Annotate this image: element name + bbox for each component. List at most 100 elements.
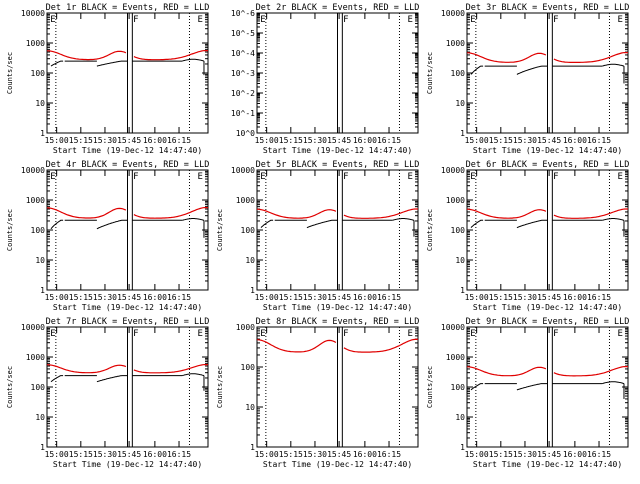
- x-tick-label: 15:45: [537, 450, 561, 459]
- x-axis-label: Start Time (19-Dec-12 14:47:40): [263, 303, 412, 312]
- series-lld-line: [46, 364, 208, 374]
- y-tick-label: 10^-3: [231, 69, 255, 78]
- event-marker-e: E: [50, 329, 55, 339]
- panel-title: Det 9r BLACK = Events, RED = LLD: [466, 317, 630, 327]
- y-tick-label: 1000: [446, 353, 465, 362]
- y-tick-label: 10000: [231, 166, 255, 175]
- y-tick-label: 10: [245, 403, 255, 412]
- x-tick-label: 15:00: [255, 450, 279, 459]
- event-marker-e: E: [408, 329, 413, 339]
- event-marker-e: E: [618, 15, 623, 25]
- series-events-line: [470, 219, 484, 228]
- y-axis-label: Counts/sec: [6, 209, 14, 251]
- x-tick-label: 16:15: [167, 136, 191, 145]
- y-tick-label: 1: [250, 443, 255, 452]
- series-events-line: [182, 218, 205, 221]
- event-marker-e: E: [260, 15, 265, 25]
- x-tick-label: 15:00: [465, 450, 489, 459]
- x-tick-label: 16:15: [587, 293, 611, 302]
- x-tick-label: 15:00: [45, 450, 69, 459]
- x-tick-label: 15:15: [489, 450, 513, 459]
- y-tick-label: 1: [40, 443, 45, 452]
- event-marker-f: F: [133, 329, 138, 339]
- series-lld-line: [256, 338, 418, 353]
- panel-det-2: Det 2r BLACK = Events, RED = LLD 10^0 10^-…: [231, 3, 419, 155]
- series-lld-line: [47, 50, 208, 61]
- y-tick-label: 100: [451, 69, 466, 78]
- series-events-line: [50, 219, 64, 230]
- series-events-line: [306, 219, 338, 229]
- y-axis-label: Counts/sec: [6, 52, 14, 94]
- y-tick-label: 1000: [236, 323, 255, 332]
- event-marker-e: E: [618, 329, 623, 339]
- panel-title: Det 4r BLACK = Events, RED = LLD: [46, 160, 210, 170]
- event-marker-e: E: [260, 329, 265, 339]
- y-tick-label: 10000: [21, 9, 45, 18]
- x-tick-label: 15:30: [93, 136, 117, 145]
- panel-det-1: Det 1r BLACK = Events, RED = LLD 1 10 100 10…: [6, 3, 209, 155]
- y-tick-label: 1000: [26, 39, 45, 48]
- series-events-line: [516, 383, 548, 391]
- series-events-line: [470, 65, 484, 75]
- x-tick-label: 15:30: [303, 450, 327, 459]
- series-lld-line: [256, 208, 418, 219]
- y-tick-label: 10^-6: [231, 9, 255, 18]
- x-tick-label: 16:00: [353, 136, 377, 145]
- series-events-line: [602, 218, 625, 221]
- event-marker-e: E: [408, 172, 413, 182]
- x-tick-label: 15:45: [327, 136, 351, 145]
- x-tick-label: 15:30: [303, 293, 327, 302]
- y-tick-label: 10000: [441, 9, 465, 18]
- x-tick-label: 15:15: [279, 136, 303, 145]
- x-tick-label: 15:45: [537, 293, 561, 302]
- x-axis-label: Start Time (19-Dec-12 14:47:40): [473, 460, 622, 469]
- panel-title: Det 8r BLACK = Events, RED = LLD: [256, 317, 420, 327]
- panel-det-5: Det 5r BLACK = Events, RED = LLD 1 10 100 10…: [216, 160, 419, 312]
- x-tick-label: 15:00: [45, 136, 69, 145]
- y-tick-label: 10: [35, 413, 45, 422]
- event-marker-e: E: [470, 172, 475, 182]
- y-axis-label: Counts/sec: [426, 209, 434, 251]
- series-events-line: [50, 60, 64, 67]
- y-tick-label: 10: [245, 256, 255, 265]
- x-tick-label: 16:00: [353, 293, 377, 302]
- event-marker-e: E: [198, 172, 203, 182]
- x-tick-label: 16:00: [563, 136, 587, 145]
- event-marker-e: E: [470, 15, 475, 25]
- event-marker-e: E: [408, 15, 413, 25]
- y-tick-label: 10000: [441, 166, 465, 175]
- y-tick-label: 100: [31, 383, 46, 392]
- y-tick-label: 100: [241, 226, 256, 235]
- y-axis-label: Counts/sec: [216, 209, 224, 251]
- event-marker-e: E: [198, 15, 203, 25]
- y-tick-label: 1000: [26, 353, 45, 362]
- x-axis-label: Start Time (19-Dec-12 14:47:40): [53, 303, 202, 312]
- x-tick-label: 15:00: [255, 293, 279, 302]
- x-tick-label: 16:00: [143, 293, 167, 302]
- y-tick-label: 1000: [236, 196, 255, 205]
- x-axis-label: Start Time (19-Dec-12 14:47:40): [473, 146, 622, 155]
- y-tick-label: 100: [31, 226, 46, 235]
- x-tick-label: 15:30: [303, 136, 327, 145]
- x-tick-label: 15:00: [45, 293, 69, 302]
- panel-title: Det 3r BLACK = Events, RED = LLD: [466, 3, 630, 13]
- y-tick-label: 1000: [446, 196, 465, 205]
- x-tick-label: 15:30: [93, 293, 117, 302]
- series-events-line: [516, 219, 548, 229]
- x-tick-label: 15:15: [69, 293, 93, 302]
- x-tick-label: 16:00: [563, 293, 587, 302]
- x-tick-label: 16:15: [167, 450, 191, 459]
- y-tick-label: 10000: [21, 323, 45, 332]
- x-tick-label: 15:00: [255, 136, 279, 145]
- series-events-line: [182, 58, 205, 62]
- x-tick-label: 16:15: [377, 136, 401, 145]
- x-tick-label: 15:15: [279, 293, 303, 302]
- y-axis-label: Counts/sec: [426, 366, 434, 408]
- x-tick-label: 16:00: [353, 450, 377, 459]
- y-tick-label: 1: [250, 286, 255, 295]
- x-tick-label: 16:15: [167, 293, 191, 302]
- x-tick-label: 15:15: [69, 450, 93, 459]
- x-tick-label: 15:15: [489, 293, 513, 302]
